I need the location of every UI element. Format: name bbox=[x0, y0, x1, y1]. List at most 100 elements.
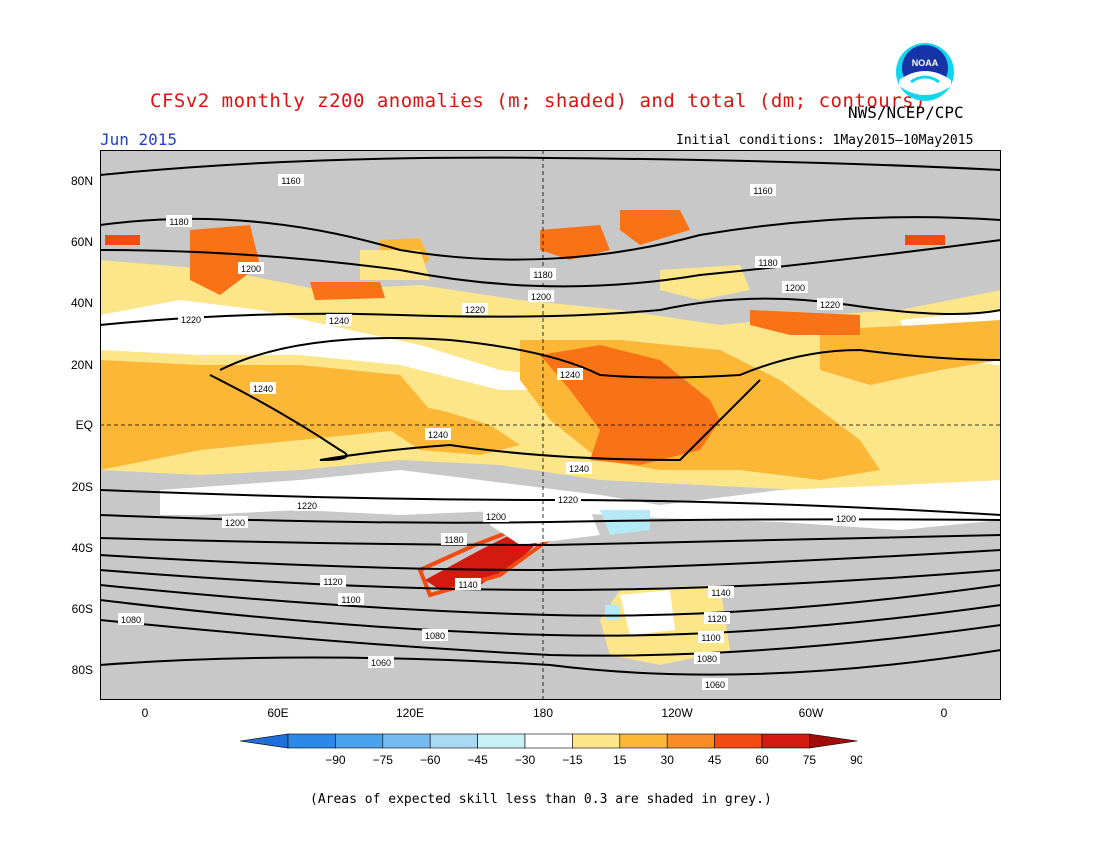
svg-text:1220: 1220 bbox=[820, 300, 840, 310]
arctic-orange bbox=[620, 210, 690, 245]
contour-label: 1120 bbox=[704, 612, 730, 624]
colorbar-box bbox=[714, 733, 763, 749]
contour-label: 1180 bbox=[755, 256, 781, 268]
contour-label: 1200 bbox=[528, 290, 554, 302]
contour-label: 1060 bbox=[702, 678, 728, 690]
colorbar: −90 −75 −60 −45 −30 −15 15 30 45 60 75 90 bbox=[240, 733, 862, 767]
svg-text:1060: 1060 bbox=[371, 658, 391, 668]
lat-label: EQ bbox=[76, 418, 93, 432]
indian-orange bbox=[380, 400, 520, 455]
africa-orange bbox=[100, 360, 430, 470]
svg-text:1200: 1200 bbox=[531, 292, 551, 302]
contour-1060-s bbox=[100, 649, 1001, 676]
contour-label: 1200 bbox=[483, 510, 509, 522]
contour-label: 1100 bbox=[698, 631, 724, 643]
svg-text:1140: 1140 bbox=[458, 580, 477, 590]
lon-label: 120E bbox=[396, 706, 424, 720]
svg-text:1100: 1100 bbox=[701, 633, 720, 643]
contour-label: 1220 bbox=[462, 303, 488, 315]
blue-anomaly bbox=[600, 510, 650, 535]
colorbar-box bbox=[666, 733, 715, 749]
contour-label: 1220 bbox=[817, 298, 843, 310]
colorbar-tick-label: 45 bbox=[708, 753, 722, 767]
contour-1180-s bbox=[100, 534, 1001, 547]
colorbar-tick-label: −75 bbox=[373, 753, 394, 767]
colorbar-box bbox=[287, 733, 336, 749]
contour-label: 1240 bbox=[326, 314, 352, 326]
contour-1080-s bbox=[100, 619, 1001, 657]
svg-text:1180: 1180 bbox=[758, 258, 777, 268]
svg-text:1080: 1080 bbox=[425, 631, 445, 641]
svg-text:1240: 1240 bbox=[569, 464, 589, 474]
lat-label: 40N bbox=[71, 296, 93, 310]
lat-label: 20N bbox=[71, 358, 93, 372]
colorbar-tick-label: 90 bbox=[850, 753, 862, 767]
contour-1180-n bbox=[100, 216, 1001, 261]
forecast-month: Jun 2015 bbox=[100, 130, 178, 149]
colorbar-box bbox=[477, 733, 526, 749]
contour-label: 1240 bbox=[566, 462, 592, 474]
lon-label: 120W bbox=[661, 706, 693, 720]
contour-1160-n bbox=[100, 156, 1001, 176]
latitude-labels: 80N 60N 40N 20N EQ 20S 40S 60S 80S bbox=[71, 174, 93, 677]
contour-label: 1140 bbox=[708, 586, 734, 598]
svg-text:1240: 1240 bbox=[253, 384, 273, 394]
subtropical-white-band bbox=[100, 300, 620, 390]
svg-text:1120: 1120 bbox=[323, 577, 342, 587]
lon-label: 0 bbox=[941, 706, 948, 720]
contour-label: 1200 bbox=[782, 281, 808, 293]
svg-text:1080: 1080 bbox=[697, 654, 717, 664]
colorbar-box bbox=[572, 733, 621, 749]
svg-text:1220: 1220 bbox=[297, 501, 317, 511]
colorbar-box bbox=[382, 733, 431, 749]
contour-label: 1200 bbox=[222, 516, 248, 528]
contour-label: 1180 bbox=[166, 215, 192, 227]
lat-label: 60S bbox=[72, 602, 93, 616]
lat-label: 40S bbox=[72, 541, 93, 555]
contour-label: 1160 bbox=[278, 174, 304, 186]
contour-lines bbox=[100, 156, 1001, 676]
svg-text:1200: 1200 bbox=[241, 264, 261, 274]
contour-label: 1060 bbox=[368, 656, 394, 668]
chart-title: CFSv2 monthly z200 anomalies (m; shaded)… bbox=[150, 90, 927, 112]
pacific-north-orange bbox=[540, 225, 610, 260]
colorbar-box bbox=[761, 733, 810, 749]
contour-label: 1200 bbox=[833, 512, 859, 524]
anomaly-map: 1160 1160 1180 1180 1180 1180 1200 1200 … bbox=[100, 150, 1001, 700]
svg-text:1220: 1220 bbox=[465, 305, 485, 315]
contour-label: 1140 bbox=[455, 578, 481, 590]
colorbar-labels: −90 −75 −60 −45 −30 −15 15 30 45 60 75 90 bbox=[325, 753, 862, 767]
lat-label: 20S bbox=[72, 480, 93, 494]
svg-text:1240: 1240 bbox=[560, 370, 580, 380]
svg-text:1160: 1160 bbox=[281, 176, 300, 186]
svg-text:1100: 1100 bbox=[341, 595, 360, 605]
colorbar-tick-label: −90 bbox=[325, 753, 346, 767]
footer-note: (Areas of expected skill less than 0.3 a… bbox=[310, 792, 772, 807]
agency-label: NWS/NCEP/CPC bbox=[848, 103, 964, 122]
svg-text:1140: 1140 bbox=[711, 588, 730, 598]
mediterranean-orange bbox=[310, 282, 385, 300]
colorbar-tick-label: −30 bbox=[515, 753, 536, 767]
svg-text:1180: 1180 bbox=[533, 270, 552, 280]
contour-labels: 1160 1160 1180 1180 1180 1180 1200 1200 … bbox=[118, 174, 859, 690]
contour-1140-s bbox=[100, 569, 1001, 592]
colorbar-tick-label: −15 bbox=[562, 753, 583, 767]
contour-1220-s bbox=[100, 489, 1001, 516]
atlantic-orange bbox=[820, 320, 1001, 385]
contour-1100-s bbox=[100, 599, 1001, 637]
svg-text:1200: 1200 bbox=[486, 512, 506, 522]
contour-1120-s bbox=[100, 584, 1001, 617]
lon-label: 0 bbox=[142, 706, 149, 720]
contour-label: 1080 bbox=[118, 613, 144, 625]
colorbar-tick-label: −60 bbox=[420, 753, 441, 767]
contour-label: 1200 bbox=[238, 262, 264, 274]
contour-label: 1080 bbox=[422, 629, 448, 641]
contour-label: 1080 bbox=[694, 652, 720, 664]
map-border bbox=[100, 150, 1001, 700]
caribbean-orange bbox=[750, 310, 860, 335]
noaa-logo-icon: NOAA bbox=[896, 43, 954, 101]
svg-text:1180: 1180 bbox=[169, 217, 188, 227]
map-axes: 80N 60N 40N 20N EQ 20S 40S 60S 80S 0 60E… bbox=[71, 174, 948, 720]
contour-label: 1180 bbox=[441, 533, 467, 545]
lat-label: 80S bbox=[72, 663, 93, 677]
